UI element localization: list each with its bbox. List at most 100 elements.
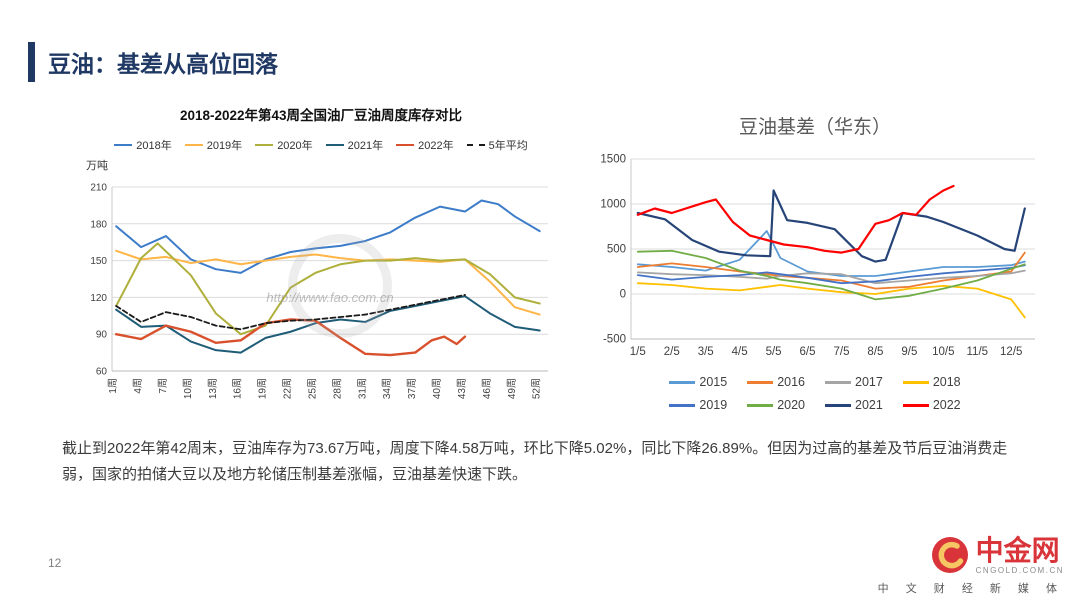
svg-text:120: 120: [90, 293, 107, 304]
svg-text:4/5: 4/5: [732, 346, 748, 358]
legend-label: 2022: [932, 398, 961, 412]
svg-text:3/5: 3/5: [698, 346, 714, 358]
page-number: 12: [48, 556, 62, 570]
svg-text:7周: 7周: [157, 378, 169, 394]
legend-item: 2020年: [255, 137, 313, 153]
legend-item: 2022年: [396, 137, 454, 153]
basis-chart-plot: -500 0 500 1000 1500 1/5 2/5 3/5 4/5 5/5 6/5 7/5 8/5…: [600, 154, 1035, 358]
legend-label: 2018年: [136, 140, 172, 152]
legend-item: 2019: [669, 398, 727, 412]
legend-label: 2020年: [277, 140, 313, 152]
legend-swatch: [825, 403, 851, 407]
svg-text:43周: 43周: [456, 378, 468, 399]
legend-swatch: [114, 144, 133, 146]
legend-label: 2016: [777, 375, 805, 389]
inventory-chart-title: 2018-2022年第43周全国油厂豆油周度库存对比: [179, 108, 463, 123]
svg-text:210: 210: [90, 183, 107, 194]
svg-text:13周: 13周: [207, 378, 219, 399]
legend-item: 2020: [747, 398, 805, 412]
basis-chart-legend: 2015 2016 2017 2018 2019 2020 2021 2022: [585, 375, 1045, 412]
svg-text:1/5: 1/5: [630, 346, 646, 358]
svg-text:25周: 25周: [306, 378, 318, 399]
svg-text:40周: 40周: [431, 378, 443, 399]
svg-text:2/5: 2/5: [664, 346, 680, 358]
legend-label: 2020: [777, 398, 805, 412]
svg-text:8/5: 8/5: [867, 346, 883, 358]
legend-swatch: [902, 380, 929, 384]
legend-item: 2017: [825, 375, 883, 389]
svg-text:1500: 1500: [600, 154, 626, 166]
svg-text:180: 180: [90, 219, 107, 230]
legend-swatch: [255, 144, 274, 146]
basis-chart-title: 豆油基差（华东）: [738, 117, 891, 138]
svg-text:-500: -500: [603, 334, 626, 346]
logo-brand-text: 中金网: [975, 534, 1060, 566]
page-title: 豆油：基差从高位回落: [48, 51, 278, 77]
svg-text:0: 0: [620, 289, 626, 301]
svg-text:500: 500: [607, 244, 626, 256]
cngold-logo: 中金网 CNGOLD.COM.CN 中 文 财 经 新 媒 体: [877, 534, 1064, 596]
legend-item: 2018年: [114, 137, 172, 153]
svg-text:5/5: 5/5: [766, 346, 782, 358]
legend-swatch: [396, 144, 415, 146]
legend-item: 2016: [747, 375, 805, 389]
title-accent-bar: [28, 42, 35, 82]
title-block: 豆油：基差从高位回落: [28, 42, 278, 82]
svg-text:11/5: 11/5: [967, 346, 989, 358]
svg-text:16周: 16周: [232, 378, 244, 399]
logo-tagline: 中 文 财 经 新 媒 体: [877, 583, 1064, 595]
legend-label: 2022年: [418, 140, 454, 152]
legend-item: 2019年: [184, 137, 243, 153]
svg-text:22周: 22周: [282, 378, 294, 399]
legend-item: 2021: [825, 398, 883, 412]
legend-swatch: [747, 403, 774, 407]
legend-swatch: [902, 403, 929, 407]
commentary-text: 截止到2022年第42周末，豆油库存为73.67万吨，周度下降4.58万吨，环比…: [62, 440, 1008, 483]
svg-text:4周: 4周: [132, 378, 144, 394]
inventory-chart-ylabel: 万吨: [86, 160, 108, 172]
svg-text:37周: 37周: [406, 378, 418, 399]
legend-label: 2019: [699, 398, 728, 412]
svg-text:10/5: 10/5: [932, 346, 954, 358]
svg-text:31周: 31周: [356, 378, 368, 399]
legend-swatch: [669, 380, 696, 384]
legend-label: 2021: [855, 398, 883, 412]
basis-chart: 豆油基差（华东） -500 0 500 1000 1500 1/5 2/5 3/5 4/5 5/5…: [585, 112, 1045, 412]
legend-label: 2015: [699, 375, 728, 389]
svg-text:10周: 10周: [182, 378, 194, 399]
legend-label: 5年平均: [488, 140, 528, 152]
inventory-chart-legend: 2018年 2019年 2020年 2021年 2022年 5年平均: [80, 137, 562, 153]
svg-text:49周: 49周: [506, 378, 518, 399]
legend-label: 2018: [932, 375, 961, 389]
legend-item: 5年平均: [466, 137, 528, 153]
svg-text:12/5: 12/5: [1000, 346, 1022, 358]
logo-text-stack: 中金网 CNGOLD.COM.CN: [975, 534, 1064, 575]
legend-item: 2015: [669, 375, 727, 389]
svg-text:9/5: 9/5: [901, 346, 917, 358]
legend-item: 2022: [902, 398, 961, 412]
svg-text:28周: 28周: [331, 378, 343, 399]
svg-text:1000: 1000: [600, 199, 626, 211]
cngold-logo-icon: [931, 537, 968, 574]
svg-text:1周: 1周: [107, 378, 119, 394]
svg-text:60: 60: [96, 367, 108, 378]
svg-text:90: 90: [96, 330, 108, 341]
svg-text:150: 150: [90, 256, 107, 267]
legend-swatch: [325, 144, 344, 146]
logo-domain-text: CNGOLD.COM.CN: [975, 566, 1064, 575]
svg-text:6/5: 6/5: [800, 346, 816, 358]
legend-swatch: [825, 380, 851, 384]
svg-text:19周: 19周: [257, 378, 269, 399]
legend-label: 2019年: [206, 140, 243, 152]
svg-text:46周: 46周: [481, 378, 493, 399]
svg-text:7/5: 7/5: [833, 346, 849, 358]
inventory-chart: 2018-2022年第43周全国油厂豆油周度库存对比 2018年 2019年 202…: [80, 104, 562, 417]
legend-item: 2018: [902, 375, 961, 389]
svg-text:52周: 52周: [531, 378, 543, 399]
legend-swatch: [669, 403, 696, 407]
logo-row: 中金网 CNGOLD.COM.CN: [878, 534, 1064, 575]
legend-item: 2021年: [325, 137, 383, 153]
legend-swatch: [747, 380, 774, 384]
legend-swatch: [466, 144, 485, 146]
